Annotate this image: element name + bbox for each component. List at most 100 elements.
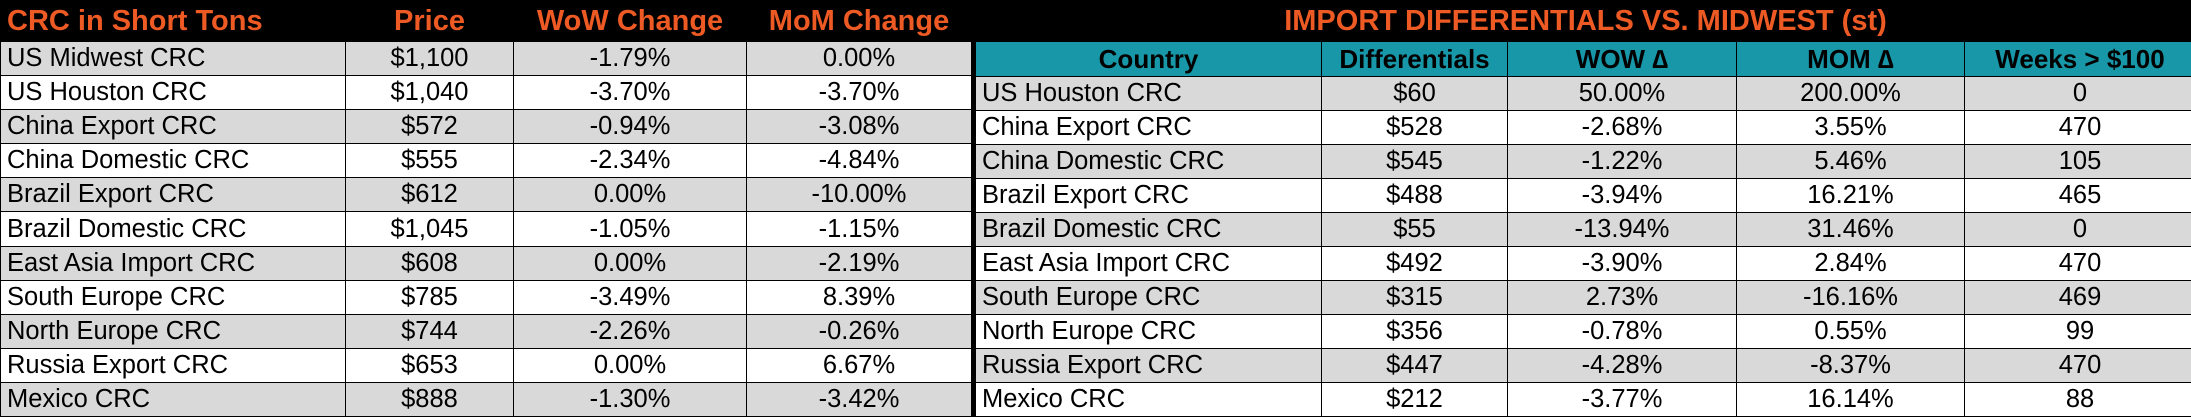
cell-wow-delta[interactable]: -1.22%	[1507, 144, 1737, 179]
cell-country[interactable]: South Europe CRC	[975, 280, 1322, 315]
cell-wow-change[interactable]: -3.49%	[513, 279, 747, 315]
cell-product[interactable]: Mexico CRC	[0, 381, 346, 417]
cell-price[interactable]: $888	[345, 381, 514, 417]
cell-wow-change[interactable]: -2.26%	[513, 313, 747, 349]
cell-differential[interactable]: $492	[1321, 246, 1508, 281]
cell-wow-delta[interactable]: 50.00%	[1507, 76, 1737, 111]
cell-country[interactable]: East Asia Import CRC	[975, 246, 1322, 281]
cell-weeks-over-100[interactable]: 465	[1964, 178, 2191, 213]
header-mom-delta[interactable]: MOM ∆	[1736, 41, 1965, 77]
cell-wow-delta[interactable]: -3.77%	[1507, 382, 1737, 417]
cell-mom-delta[interactable]: 31.46%	[1736, 212, 1965, 247]
header-differentials[interactable]: Differentials	[1321, 41, 1508, 77]
cell-mom-delta[interactable]: 2.84%	[1736, 246, 1965, 281]
cell-wow-change[interactable]: 0.00%	[513, 347, 747, 383]
cell-product[interactable]: North Europe CRC	[0, 313, 346, 349]
header-mom-change[interactable]: MoM Change	[746, 0, 972, 43]
cell-country[interactable]: China Domestic CRC	[975, 144, 1322, 179]
cell-wow-change[interactable]: -3.70%	[513, 75, 747, 111]
cell-wow-change[interactable]: 0.00%	[513, 245, 747, 281]
cell-weeks-over-100[interactable]: 470	[1964, 246, 2191, 281]
cell-differential[interactable]: $55	[1321, 212, 1508, 247]
cell-mom-change[interactable]: -1.15%	[746, 211, 972, 247]
cell-product[interactable]: US Midwest CRC	[0, 41, 346, 77]
cell-product[interactable]: Russia Export CRC	[0, 347, 346, 383]
cell-mom-change[interactable]: 8.39%	[746, 279, 972, 315]
cell-price[interactable]: $608	[345, 245, 514, 281]
cell-wow-change[interactable]: 0.00%	[513, 177, 747, 213]
cell-country[interactable]: US Houston CRC	[975, 76, 1322, 111]
cell-mom-change[interactable]: 6.67%	[746, 347, 972, 383]
cell-product[interactable]: China Export CRC	[0, 109, 346, 145]
cell-differential[interactable]: $356	[1321, 314, 1508, 349]
cell-mom-change[interactable]: -2.19%	[746, 245, 972, 281]
cell-price[interactable]: $612	[345, 177, 514, 213]
cell-differential[interactable]: $447	[1321, 348, 1508, 383]
cell-wow-change[interactable]: -2.34%	[513, 143, 747, 179]
cell-wow-delta[interactable]: -13.94%	[1507, 212, 1737, 247]
cell-wow-delta[interactable]: -4.28%	[1507, 348, 1737, 383]
cell-differential[interactable]: $488	[1321, 178, 1508, 213]
header-wow-change[interactable]: WoW Change	[513, 0, 747, 43]
cell-product[interactable]: Brazil Export CRC	[0, 177, 346, 213]
cell-wow-change[interactable]: -1.05%	[513, 211, 747, 247]
cell-wow-change[interactable]: -1.30%	[513, 381, 747, 417]
cell-wow-delta[interactable]: 2.73%	[1507, 280, 1737, 315]
cell-wow-delta[interactable]: -0.78%	[1507, 314, 1737, 349]
cell-wow-change[interactable]: -1.79%	[513, 41, 747, 77]
cell-wow-delta[interactable]: -2.68%	[1507, 110, 1737, 145]
cell-mom-delta[interactable]: 200.00%	[1736, 76, 1965, 111]
header-wow-delta[interactable]: WOW ∆	[1507, 41, 1737, 77]
cell-product[interactable]: Brazil Domestic CRC	[0, 211, 346, 247]
cell-weeks-over-100[interactable]: 88	[1964, 382, 2191, 417]
cell-weeks-over-100[interactable]: 105	[1964, 144, 2191, 179]
cell-wow-delta[interactable]: -3.90%	[1507, 246, 1737, 281]
cell-price[interactable]: $555	[345, 143, 514, 179]
cell-country[interactable]: North Europe CRC	[975, 314, 1322, 349]
cell-weeks-over-100[interactable]: 469	[1964, 280, 2191, 315]
cell-country[interactable]: Mexico CRC	[975, 382, 1322, 417]
cell-price[interactable]: $1,045	[345, 211, 514, 247]
cell-country[interactable]: Russia Export CRC	[975, 348, 1322, 383]
cell-mom-delta[interactable]: 5.46%	[1736, 144, 1965, 179]
header-product[interactable]: CRC in Short Tons	[0, 0, 346, 43]
cell-weeks-over-100[interactable]: 470	[1964, 348, 2191, 383]
cell-product[interactable]: East Asia Import CRC	[0, 245, 346, 281]
cell-price[interactable]: $744	[345, 313, 514, 349]
cell-product[interactable]: China Domestic CRC	[0, 143, 346, 179]
cell-country[interactable]: Brazil Export CRC	[975, 178, 1322, 213]
cell-mom-change[interactable]: 0.00%	[746, 41, 972, 77]
cell-differential[interactable]: $545	[1321, 144, 1508, 179]
cell-mom-delta[interactable]: 16.21%	[1736, 178, 1965, 213]
cell-wow-delta[interactable]: -3.94%	[1507, 178, 1737, 213]
header-country[interactable]: Country	[975, 41, 1322, 77]
cell-mom-change[interactable]: -0.26%	[746, 313, 972, 349]
cell-price[interactable]: $653	[345, 347, 514, 383]
cell-mom-delta[interactable]: 0.55%	[1736, 314, 1965, 349]
cell-differential[interactable]: $528	[1321, 110, 1508, 145]
cell-mom-change[interactable]: -4.84%	[746, 143, 972, 179]
cell-price[interactable]: $572	[345, 109, 514, 145]
cell-mom-delta[interactable]: -16.16%	[1736, 280, 1965, 315]
cell-mom-change[interactable]: -10.00%	[746, 177, 972, 213]
cell-mom-delta[interactable]: -8.37%	[1736, 348, 1965, 383]
cell-differential[interactable]: $315	[1321, 280, 1508, 315]
cell-weeks-over-100[interactable]: 99	[1964, 314, 2191, 349]
cell-mom-change[interactable]: -3.42%	[746, 381, 972, 417]
cell-country[interactable]: Brazil Domestic CRC	[975, 212, 1322, 247]
cell-weeks-over-100[interactable]: 0	[1964, 212, 2191, 247]
cell-product[interactable]: South Europe CRC	[0, 279, 346, 315]
cell-price[interactable]: $1,040	[345, 75, 514, 111]
header-weeks-over-100[interactable]: Weeks > $100	[1964, 41, 2191, 77]
cell-country[interactable]: China Export CRC	[975, 110, 1322, 145]
cell-differential[interactable]: $212	[1321, 382, 1508, 417]
cell-mom-change[interactable]: -3.70%	[746, 75, 972, 111]
cell-product[interactable]: US Houston CRC	[0, 75, 346, 111]
cell-weeks-over-100[interactable]: 0	[1964, 76, 2191, 111]
header-price[interactable]: Price	[345, 0, 514, 43]
cell-mom-delta[interactable]: 16.14%	[1736, 382, 1965, 417]
cell-price[interactable]: $785	[345, 279, 514, 315]
cell-mom-delta[interactable]: 3.55%	[1736, 110, 1965, 145]
cell-wow-change[interactable]: -0.94%	[513, 109, 747, 145]
cell-differential[interactable]: $60	[1321, 76, 1508, 111]
